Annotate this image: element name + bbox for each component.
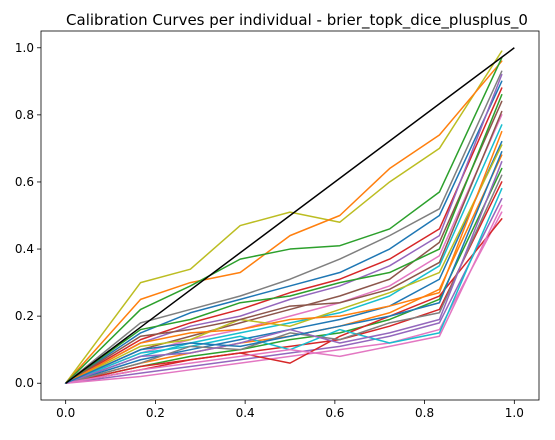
x-tick-label: 0.6 [325, 406, 344, 420]
series-line-25 [64, 204, 503, 384]
reference-line-group [65, 47, 515, 384]
y-tick-label: 0.0 [15, 376, 34, 390]
x-tick-label: 0.4 [236, 406, 255, 420]
x-tick-label: 1.0 [505, 406, 524, 420]
plot-frame [40, 30, 540, 401]
series-line-26 [64, 151, 503, 384]
y-tick-label: 0.8 [15, 108, 34, 122]
series-line-7 [64, 73, 503, 384]
chart-title: Calibration Curves per individual - brie… [66, 11, 528, 30]
series-line-13 [64, 167, 503, 384]
series-line-9 [64, 114, 503, 384]
series-line-2 [64, 60, 503, 384]
x-tick-label: 0.0 [56, 406, 75, 420]
series-line-16 [64, 211, 503, 384]
y-tick-label: 1.0 [15, 41, 34, 55]
series-line-1 [64, 50, 503, 384]
series-line-3 [64, 57, 503, 384]
y-tick-label: 0.6 [15, 175, 34, 189]
y-tick-label: 0.4 [15, 242, 34, 256]
series-line-10 [64, 124, 503, 384]
series-line-23 [64, 130, 503, 384]
series-line-8 [64, 100, 503, 384]
y-axis-ticks: 0.0 0.2 0.4 0.6 0.8 1.0 [15, 41, 41, 390]
x-tick-label: 0.8 [415, 406, 434, 420]
series-lines [64, 50, 503, 384]
reference-line [65, 47, 515, 384]
y-tick-label: 0.2 [15, 309, 34, 323]
x-tick-label: 0.2 [146, 406, 165, 420]
series-line-17 [64, 218, 503, 384]
series-line-20 [64, 110, 503, 384]
series-line-24 [64, 161, 503, 384]
series-line-15 [64, 197, 503, 384]
series-line-21 [64, 174, 503, 384]
series-line-22 [64, 93, 503, 384]
series-line-12 [64, 154, 503, 384]
x-axis-ticks: 0.0 0.2 0.4 0.6 0.8 1.0 [56, 400, 524, 420]
series-line-14 [64, 181, 503, 384]
series-line-18 [64, 144, 503, 384]
series-line-4 [64, 70, 503, 384]
